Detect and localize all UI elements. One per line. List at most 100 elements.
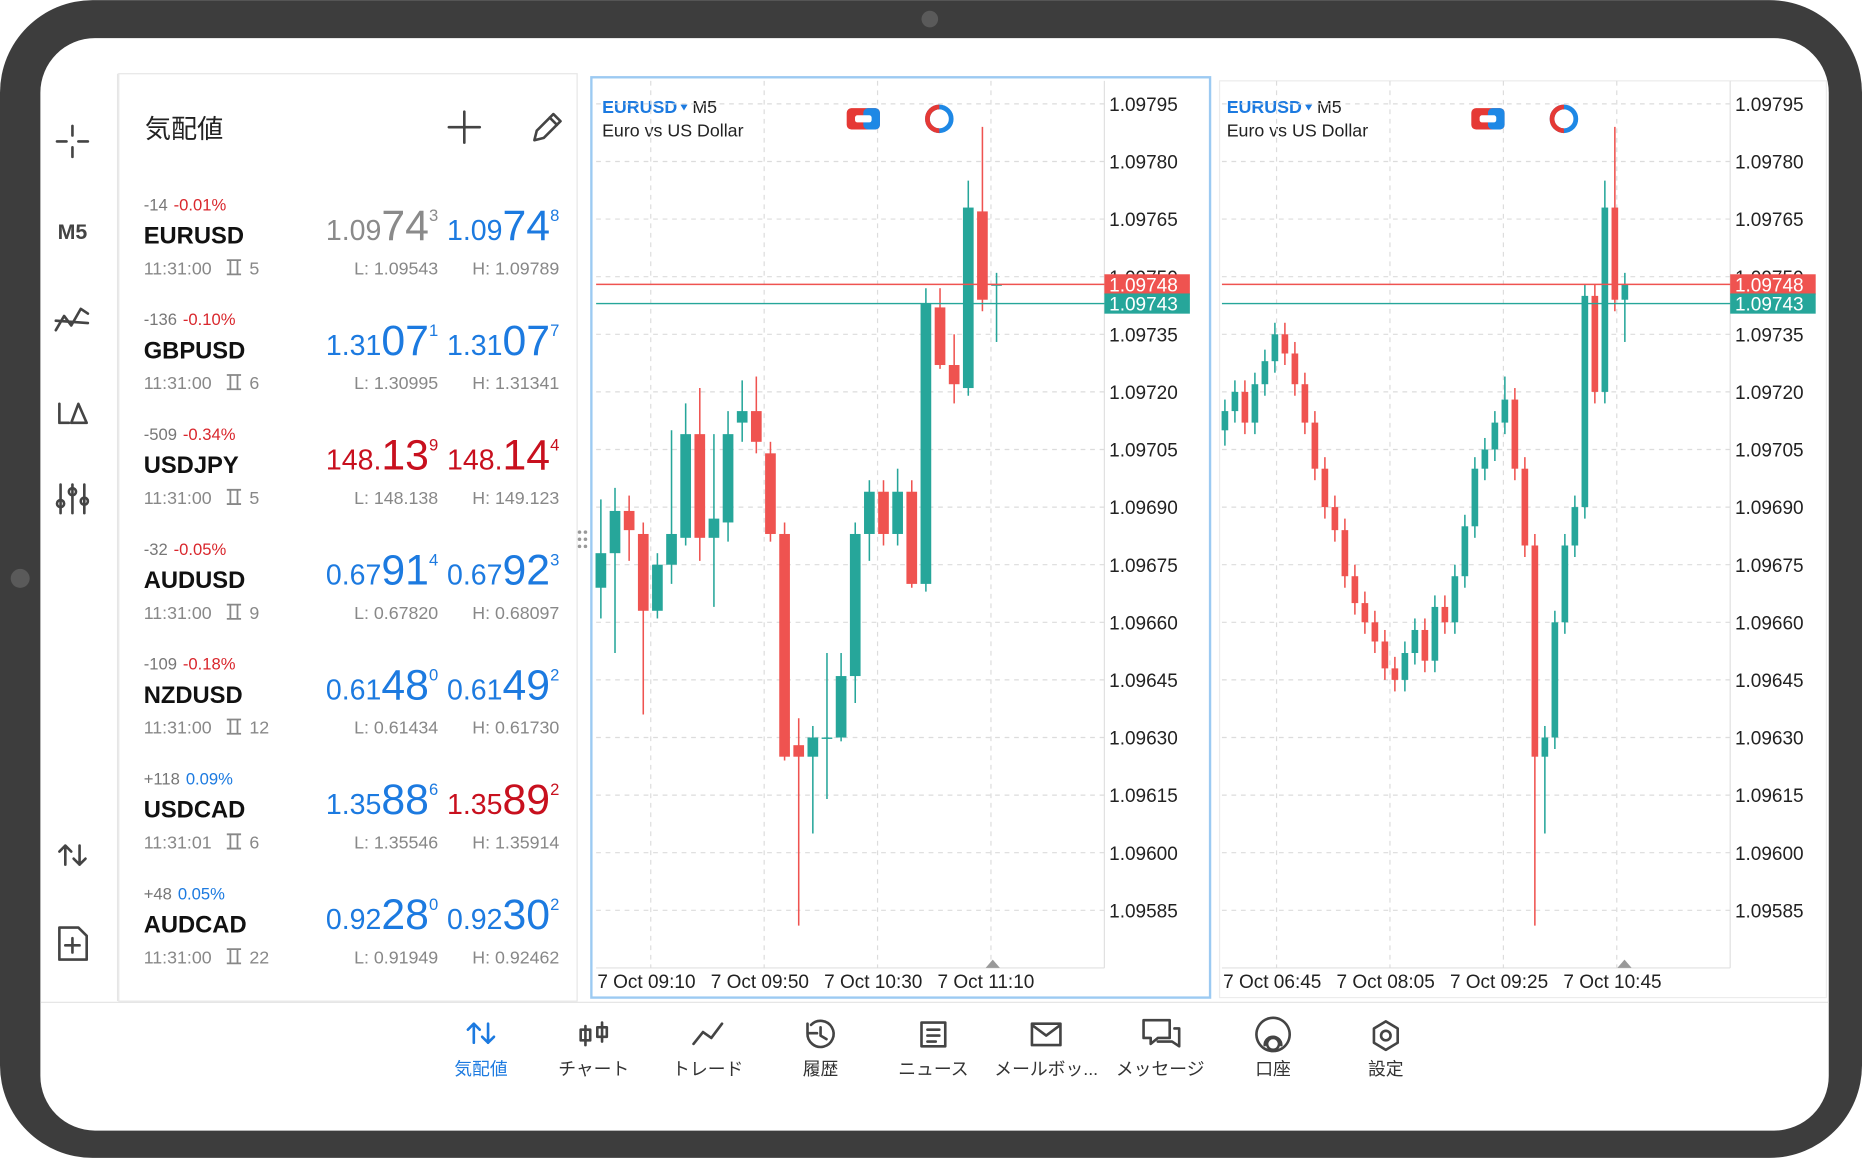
low: L: 0.61434 <box>354 718 438 738</box>
bid-price: 1.35886 <box>326 776 438 824</box>
chart-frame[interactable] <box>1218 80 1827 999</box>
candle-body <box>708 518 720 538</box>
bottom-nav: 気配値 チャート トレード 履歴 ニュース メールボッ... メッセージ 口座 設定 <box>454 1059 1404 1079</box>
candle-body <box>1231 391 1239 412</box>
candle-body <box>1581 295 1589 508</box>
bid-big: 28 <box>381 891 429 939</box>
nav-item[interactable]: トレード <box>672 1059 743 1079</box>
quotes-title: 気配値 <box>145 114 223 144</box>
nav-item[interactable]: ニュース <box>898 1059 968 1079</box>
objects-icon[interactable] <box>58 402 88 425</box>
time: 11:31:01 <box>144 833 212 853</box>
candle-body <box>835 676 847 738</box>
sort-icon[interactable] <box>58 844 87 866</box>
time: 11:31:00 <box>144 947 212 967</box>
spread-icon <box>226 259 242 276</box>
chart: EURUSD M5 Euro vs US Dollar 1.09795 1.09780 1… <box>595 80 1190 993</box>
y-tick-label: 1.09630 <box>1109 729 1178 750</box>
active-chart-frame[interactable] <box>590 76 1212 999</box>
nav-icons <box>466 1016 1399 1053</box>
change-points: -509 <box>144 425 177 444</box>
ask-main: 1.35 <box>447 789 502 821</box>
candle-body <box>864 491 875 534</box>
nav-item[interactable]: 設定 <box>1368 1059 1404 1079</box>
candle-body <box>1611 207 1619 300</box>
nav-item[interactable]: メールボッ... <box>994 1059 1098 1079</box>
bid-line-label: 1.09743 <box>1735 295 1804 316</box>
symbol-dropdown <box>680 104 688 111</box>
change-percent: 0.05% <box>178 884 225 903</box>
nav-item[interactable]: 履歴 <box>803 1059 839 1079</box>
nav-item[interactable]: 口座 <box>1255 1059 1291 1079</box>
nav-item[interactable]: 気配値 <box>454 1059 508 1079</box>
y-tick-label: 1.09600 <box>1735 844 1804 865</box>
crosshair-icon[interactable] <box>55 124 90 159</box>
bid-main: 0.67 <box>326 559 381 591</box>
display <box>40 38 1829 1131</box>
candle-body <box>680 434 692 538</box>
chart-symbol: EURUSD <box>1227 97 1302 117</box>
high: H: 0.68097 <box>472 603 559 623</box>
candle-body <box>1321 468 1329 508</box>
ask-sup: 8 <box>550 206 559 225</box>
x-tick-label: 7 Oct 09:25 <box>1450 972 1548 993</box>
bid-sup: 9 <box>429 436 438 455</box>
bid-sup: 0 <box>429 895 438 914</box>
candle-body <box>1281 334 1289 354</box>
nav-item[interactable]: チャート <box>558 1059 629 1079</box>
chart-description: Euro vs US Dollar <box>1227 121 1369 141</box>
timeframe-button[interactable]: M5 <box>58 220 88 244</box>
chart-description: Euro vs US Dollar <box>602 121 744 141</box>
bid-big: 07 <box>381 317 429 365</box>
trade-icon[interactable] <box>1471 108 1505 130</box>
settings-sliders-icon[interactable] <box>55 483 90 515</box>
y-tick-label: 1.09795 <box>1735 95 1804 116</box>
y-tick-label: 1.09615 <box>1735 786 1804 807</box>
edit-button[interactable] <box>533 112 562 142</box>
y-tick-label: 1.09795 <box>1109 95 1178 116</box>
change: -32 -0.05% <box>144 540 227 559</box>
y-tick-label: 1.09720 <box>1109 383 1178 404</box>
candle-body <box>1331 507 1339 531</box>
indicator-icon[interactable] <box>54 307 90 332</box>
timer-icon[interactable] <box>925 104 954 134</box>
bid-big: 13 <box>381 432 429 480</box>
ask-sup: 2 <box>550 895 559 914</box>
candle-body <box>962 207 974 389</box>
ask-sup: 2 <box>550 665 559 684</box>
candle-body <box>779 533 790 757</box>
candle-body <box>1291 353 1299 385</box>
nav-item[interactable]: メッセージ <box>1116 1059 1205 1079</box>
low: L: 1.09543 <box>354 258 438 278</box>
add-symbol-button[interactable] <box>447 110 482 144</box>
x-tick-label: 7 Oct 11:10 <box>938 972 1035 993</box>
bid-big: 91 <box>381 546 429 594</box>
candle-body <box>1511 399 1519 469</box>
candle-body <box>666 533 677 565</box>
bid-main: 0.61 <box>326 674 381 706</box>
spread: 22 <box>249 947 269 967</box>
bid-big: 48 <box>381 661 429 709</box>
trade-icon[interactable] <box>846 108 880 130</box>
new-document-icon[interactable] <box>58 926 88 961</box>
candle-body <box>637 533 649 611</box>
bid-main: 1.09 <box>326 215 381 247</box>
candle-body <box>1301 384 1309 423</box>
candle-body <box>736 411 748 423</box>
candle-body <box>1271 334 1279 362</box>
symbol: USDCAD <box>144 797 246 824</box>
candle-body <box>1251 384 1259 423</box>
timer-icon[interactable] <box>1549 104 1579 134</box>
spread: 5 <box>249 488 259 508</box>
bid-price: 148.139 <box>326 432 438 480</box>
ask-main: 0.61 <box>447 674 502 706</box>
bid-line-label: 1.09743 <box>1109 295 1178 316</box>
